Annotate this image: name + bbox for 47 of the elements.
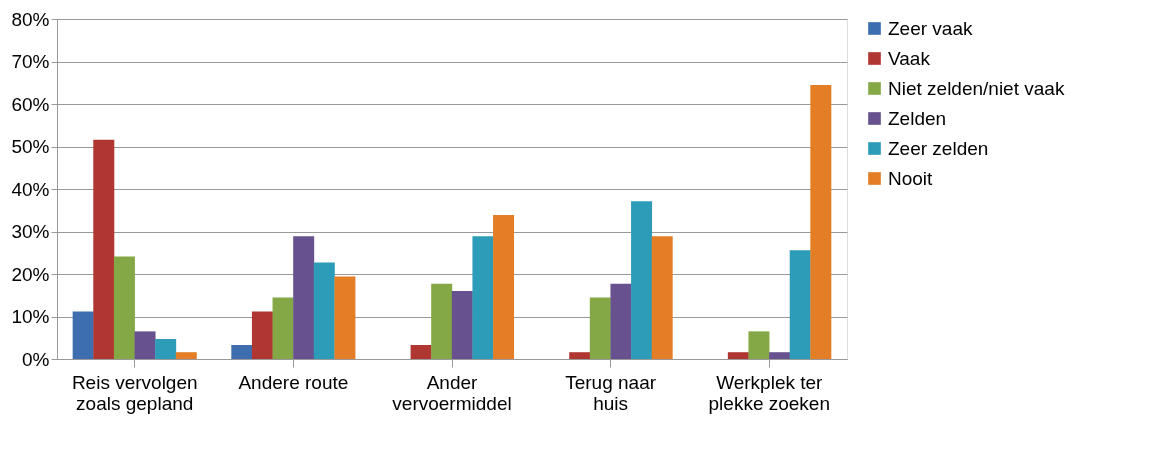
bar (293, 236, 315, 359)
bar (155, 339, 177, 359)
bar (313, 262, 335, 359)
x-tick-label: Werkplek ter plekke zoeken (708, 371, 830, 414)
x-tick-label: Terug naar huis (565, 371, 657, 414)
bar (727, 352, 749, 359)
legend-label: Nooit (888, 167, 934, 189)
bar (334, 276, 356, 359)
y-tick-label: 0% (22, 348, 50, 370)
x-tick-label: Ander vervoermiddel (392, 371, 512, 414)
bar (113, 256, 135, 359)
y-tick-label: 70% (11, 51, 50, 72)
bar (231, 344, 253, 359)
bar (472, 236, 494, 359)
bar (93, 139, 115, 359)
x-tick-label: Andere route (238, 371, 349, 393)
legend-label: Zelden (888, 107, 947, 129)
bar (251, 311, 273, 359)
legend-label: Zeer zelden (888, 137, 989, 159)
y-tick-label: 50% (11, 136, 50, 157)
bar (610, 283, 632, 359)
bar (410, 344, 432, 359)
x-tick-label: Reis vervolgen zoals gepland (71, 371, 198, 414)
bar (631, 201, 653, 359)
legend-label: Zeer vaak (888, 17, 973, 39)
bar (810, 84, 832, 359)
bar (493, 214, 515, 359)
bar (134, 331, 156, 359)
y-tick-label: 40% (11, 178, 50, 200)
bar (431, 283, 453, 359)
y-tick-label: 20% (11, 263, 50, 285)
y-tick-label: 10% (11, 306, 50, 327)
bar (451, 291, 473, 359)
bar (789, 250, 811, 359)
bar (272, 297, 294, 359)
legend-label: Niet zelden/niet vaak (888, 77, 1065, 99)
bar (769, 352, 791, 359)
bar (175, 352, 197, 359)
y-tick-label: 30% (11, 221, 50, 242)
bar (589, 297, 611, 359)
bar (569, 352, 591, 359)
y-tick-label: 80% (11, 8, 50, 30)
legend-label: Vaak (888, 47, 931, 69)
y-tick-label: 60% (11, 93, 50, 115)
bar (72, 311, 94, 359)
bar (651, 236, 673, 359)
bar (748, 331, 770, 359)
